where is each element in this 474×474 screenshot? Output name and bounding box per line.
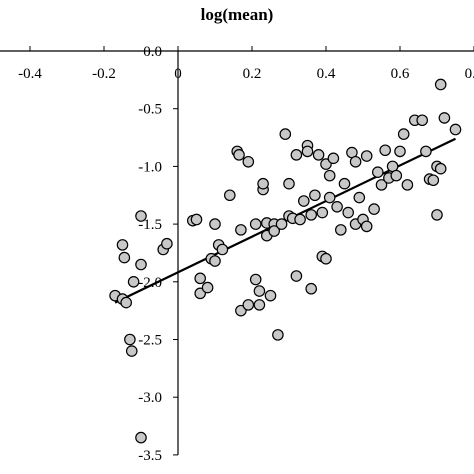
data-point bbox=[118, 251, 131, 264]
data-point bbox=[349, 155, 362, 168]
data-point bbox=[253, 299, 266, 311]
data-point bbox=[124, 333, 136, 346]
data-point bbox=[301, 145, 314, 158]
data-point bbox=[434, 162, 447, 175]
chart-title: log(mean) bbox=[200, 5, 274, 24]
y-tick-label: 0.0 bbox=[143, 44, 162, 60]
data-point bbox=[371, 166, 384, 178]
data-point bbox=[249, 218, 262, 230]
data-point bbox=[431, 209, 443, 221]
data-point bbox=[316, 206, 329, 219]
y-tick-label: -1.0 bbox=[138, 159, 162, 175]
data-point bbox=[323, 169, 336, 182]
data-point bbox=[161, 237, 173, 250]
data-point bbox=[342, 206, 354, 219]
x-tick-label: 0.4 bbox=[317, 66, 336, 82]
y-tick-label: -1.5 bbox=[138, 217, 162, 233]
data-point bbox=[209, 218, 221, 230]
data-point bbox=[368, 203, 380, 215]
data-point bbox=[242, 155, 255, 168]
data-point bbox=[249, 273, 262, 286]
data-point bbox=[375, 179, 388, 191]
data-point bbox=[416, 114, 428, 127]
data-point bbox=[309, 189, 321, 202]
data-point bbox=[201, 281, 214, 294]
data-point bbox=[275, 218, 288, 230]
data-point bbox=[224, 189, 236, 202]
data-point bbox=[434, 78, 447, 91]
data-point bbox=[327, 152, 340, 165]
y-tick-label: -3.0 bbox=[138, 390, 162, 406]
tick-labels: -0.4 -0.2 0 0.2 0.4 0.6 0.8 0.0 -0.5 -1.0 -1.5 -2.0… bbox=[18, 44, 474, 464]
x-tick-label: -0.4 bbox=[18, 66, 42, 82]
data-point bbox=[268, 225, 280, 237]
data-point bbox=[290, 270, 303, 282]
data-point bbox=[125, 345, 138, 357]
data-point bbox=[116, 239, 129, 251]
data-point bbox=[401, 179, 414, 191]
data-point bbox=[394, 145, 406, 158]
data-point bbox=[233, 149, 245, 161]
data-point bbox=[190, 213, 203, 226]
data-point bbox=[209, 255, 221, 267]
data-point bbox=[320, 252, 332, 265]
x-tick-label: 0 bbox=[174, 66, 182, 82]
y-tick-label: -3.5 bbox=[138, 448, 162, 464]
data-point bbox=[294, 213, 306, 226]
data-point bbox=[427, 174, 440, 187]
data-point bbox=[257, 177, 269, 190]
data-point bbox=[360, 150, 373, 162]
data-point bbox=[135, 258, 147, 271]
data-point bbox=[120, 296, 132, 309]
data-point bbox=[312, 149, 325, 161]
data-point bbox=[449, 123, 462, 136]
x-tick-label: -0.2 bbox=[92, 66, 116, 82]
data-point bbox=[323, 191, 336, 204]
y-tick-label: -2.0 bbox=[138, 275, 162, 291]
data-point bbox=[264, 289, 277, 302]
data-point bbox=[135, 431, 147, 444]
y-tick-label: -0.5 bbox=[138, 102, 162, 118]
x-tick-label: 0.8 bbox=[465, 66, 474, 82]
data-point bbox=[194, 272, 206, 285]
data-point bbox=[397, 128, 410, 140]
data-point bbox=[253, 285, 266, 297]
data-point bbox=[353, 191, 366, 204]
y-tick-label: -2.5 bbox=[138, 333, 162, 349]
data-point bbox=[283, 177, 295, 190]
data-point bbox=[272, 329, 284, 341]
data-point bbox=[420, 145, 432, 158]
data-point bbox=[305, 282, 317, 295]
data-point bbox=[135, 210, 147, 222]
tick-marks bbox=[29, 46, 474, 456]
data-point bbox=[235, 224, 247, 236]
data-point bbox=[279, 128, 292, 140]
data-point bbox=[242, 299, 255, 311]
data-point bbox=[379, 144, 391, 157]
x-tick-label: 0.6 bbox=[391, 66, 410, 82]
data-point bbox=[334, 224, 347, 236]
data-point bbox=[127, 275, 140, 288]
data-point bbox=[360, 220, 373, 233]
data-point bbox=[338, 177, 351, 190]
data-point bbox=[305, 209, 317, 221]
data-point bbox=[290, 149, 303, 161]
data-point bbox=[390, 169, 403, 182]
data-points bbox=[109, 78, 462, 444]
data-point bbox=[438, 112, 451, 124]
data-point bbox=[216, 243, 229, 256]
axes bbox=[0, 50, 474, 455]
x-tick-label: 0.2 bbox=[243, 66, 262, 82]
data-point bbox=[331, 200, 343, 213]
data-point bbox=[297, 195, 310, 207]
